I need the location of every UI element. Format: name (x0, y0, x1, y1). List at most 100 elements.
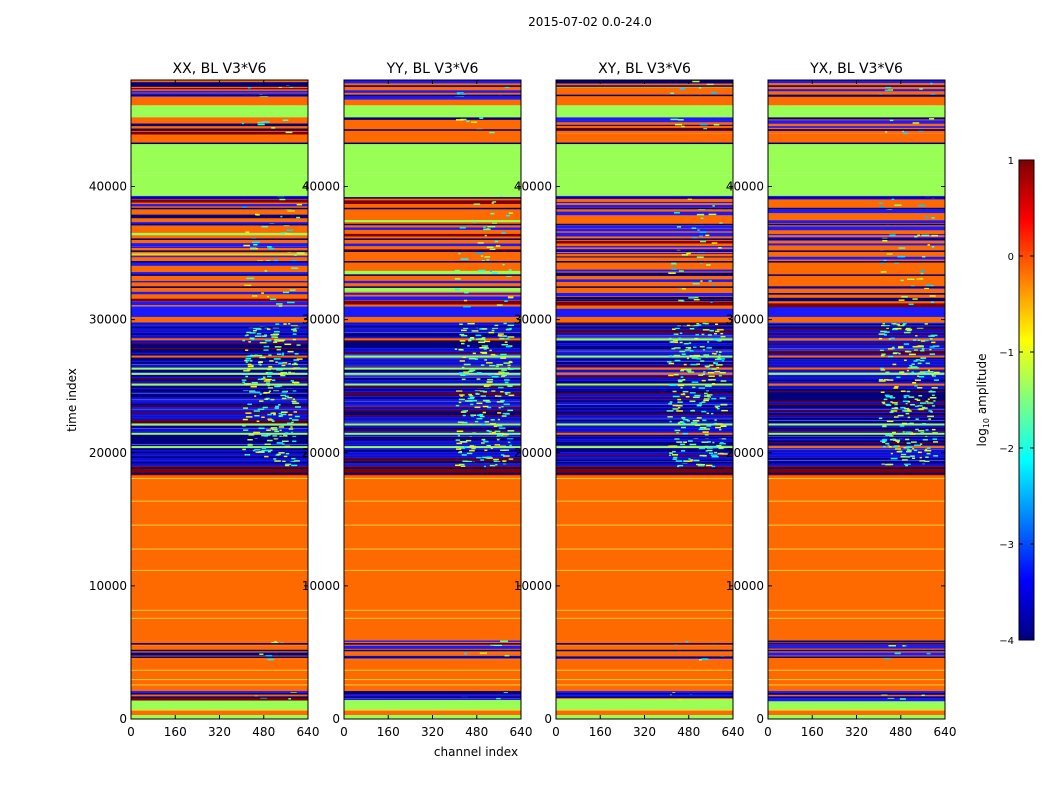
band-stripe (768, 234, 945, 236)
thin-line (768, 548, 945, 550)
dark-line (131, 223, 308, 226)
noise-speck (719, 442, 724, 444)
noise-speck (914, 384, 918, 387)
noise-speck (706, 447, 713, 449)
noise-speck (469, 423, 473, 426)
noise-speck (908, 396, 915, 398)
noise-speck (281, 353, 284, 356)
noise-speck (672, 395, 680, 398)
noise-speck (670, 445, 678, 447)
noise-speck (915, 405, 919, 408)
x-tick-label: 320 (633, 725, 656, 739)
noise-speck (891, 431, 896, 434)
panel-title: YY, BL V3*V6 (386, 61, 479, 77)
noise-speck (901, 130, 905, 133)
noise-speck (266, 429, 271, 431)
band-stripe (556, 293, 733, 297)
noise-speck (459, 333, 465, 336)
noise-row (131, 336, 308, 338)
noise-speck (479, 347, 487, 349)
band-orange (344, 659, 521, 692)
noise-speck (683, 460, 687, 462)
noise-row (131, 434, 308, 436)
noise-speck (496, 401, 504, 403)
band-stripe (556, 301, 733, 306)
noise-speck (463, 305, 471, 308)
noise-speck (690, 363, 698, 366)
y-tick-label: 40000 (89, 180, 127, 194)
noise-speck (700, 217, 704, 220)
noise-speck (932, 394, 935, 397)
noise-speck (910, 455, 915, 457)
noise-speck (291, 421, 294, 424)
noise-row (556, 341, 733, 343)
noise-speck (890, 410, 898, 412)
dark-line (768, 326, 945, 328)
dark-line (131, 261, 308, 263)
noise-speck (281, 443, 285, 445)
noise-speck (880, 271, 887, 273)
noise-speck (925, 435, 928, 438)
noise-speck (931, 246, 935, 248)
noise-speck (466, 120, 470, 123)
noise-row (344, 392, 521, 394)
noise-row (344, 458, 521, 460)
noise-speck (266, 328, 271, 330)
noise-row (344, 442, 521, 444)
noise-speck (888, 338, 891, 340)
noise-speck (249, 391, 256, 393)
noise-speck (705, 365, 710, 368)
band-stripe (344, 278, 521, 280)
noise-speck (913, 349, 918, 351)
noise-row (556, 408, 733, 410)
noise-speck (716, 366, 720, 369)
noise-speck (454, 269, 460, 272)
band-stripe (768, 243, 945, 246)
noise-speck (254, 448, 261, 451)
noise-row (344, 429, 521, 431)
noise-speck (287, 210, 295, 212)
noise-speck (243, 407, 248, 409)
noise-speck (677, 406, 681, 409)
noise-speck (710, 454, 718, 456)
noise-speck (265, 382, 270, 384)
noise-row (131, 439, 308, 441)
band-stripe (556, 691, 733, 694)
noise-row (131, 343, 308, 345)
noise-speck (252, 241, 260, 244)
dark-line (556, 693, 733, 695)
noise-speck (470, 403, 474, 406)
noise-speck (273, 259, 278, 262)
noise-speck (901, 459, 908, 461)
noise-speck (706, 394, 713, 396)
dark-line (131, 142, 308, 145)
noise-speck (480, 364, 485, 366)
y-tick-label: 30000 (514, 313, 552, 327)
noise-speck (256, 333, 262, 335)
noise-row (556, 419, 733, 422)
band-stripe (131, 280, 308, 283)
noise-speck (247, 369, 251, 371)
noise-speck (687, 198, 692, 200)
noise-speck (483, 226, 486, 228)
band-stripe (556, 94, 733, 99)
noise-speck (673, 333, 677, 335)
noise-speck (490, 419, 495, 421)
noise-speck (249, 332, 256, 334)
noise-speck (483, 346, 488, 348)
noise-speck (669, 401, 673, 403)
band-stripe (556, 246, 733, 248)
noise-row (131, 411, 308, 414)
noise-row (556, 376, 733, 378)
noise-speck (289, 86, 293, 88)
noise-row (131, 440, 308, 442)
band-orange (131, 133, 308, 144)
noise-speck (930, 411, 933, 413)
noise-row (556, 459, 733, 462)
noise-speck (508, 361, 513, 364)
noise-row (768, 375, 945, 377)
noise-row (131, 370, 308, 372)
noise-speck (696, 463, 702, 466)
noise-speck (280, 394, 287, 397)
noise-speck (676, 441, 683, 443)
